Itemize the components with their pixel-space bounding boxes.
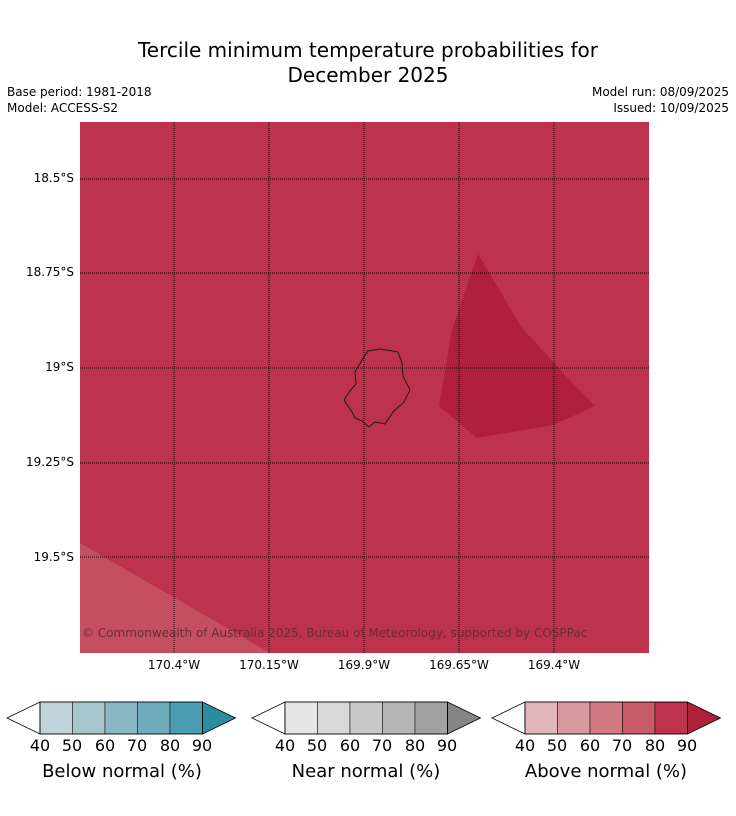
colorbar-segment [349, 701, 383, 735]
tick-label: 40 [514, 736, 536, 755]
tick-label: 80 [404, 736, 426, 755]
map-panel [80, 122, 649, 653]
lat-label: 18.75°S [26, 265, 74, 279]
colorbar-above-title: Above normal (%) [524, 761, 688, 782]
colorbar-segment [654, 701, 688, 735]
colorbar-segment [317, 701, 351, 735]
colorbar-near-title: Near normal (%) [291, 761, 441, 782]
colorbar-segment [524, 701, 558, 735]
tick-label: 50 [546, 736, 568, 755]
lon-label: 169.65°W [429, 658, 489, 672]
lon-label: 170.4°W [147, 658, 201, 672]
colorbar-low-extension [251, 701, 286, 735]
colorbar-segment [382, 701, 416, 735]
colorbar-frame [39, 701, 203, 735]
tick-label: 90 [676, 736, 698, 755]
colorbar-segment [414, 701, 448, 735]
colorbar-segment [284, 701, 318, 735]
colorbar-frame [524, 701, 688, 735]
colorbar-high-extension [202, 701, 237, 735]
colorbar-near [251, 701, 482, 735]
tick-label: 40 [274, 736, 296, 755]
tick-label: 70 [126, 736, 148, 755]
island-outline [343, 348, 411, 428]
graticule [80, 122, 649, 653]
colorbar-segment [622, 701, 656, 735]
colorbar-low-extension [6, 701, 41, 735]
model-text: Model: ACCESS-S2 [7, 101, 119, 115]
tick-label: 80 [159, 736, 181, 755]
colorbar-segment [169, 701, 203, 735]
colorbar-below-title: Below normal (%) [42, 761, 202, 782]
lat-label: 19°S [45, 360, 74, 374]
colorbar-segment [589, 701, 623, 735]
colorbar-segment [557, 701, 591, 735]
issued-text: Issued: 10/09/2025 [613, 101, 729, 115]
tick-label: 60 [339, 736, 361, 755]
tick-label: 90 [191, 736, 213, 755]
title-line-2: December 2025 [287, 63, 449, 87]
colorbar-segment [39, 701, 73, 735]
lon-label: 169.4°W [527, 658, 581, 672]
lat-label: 19.25°S [26, 455, 74, 469]
tick-label: 70 [611, 736, 633, 755]
lon-label: 169.9°W [337, 658, 391, 672]
tick-label: 80 [644, 736, 666, 755]
colorbar-frame [284, 701, 448, 735]
colorbar-segment [104, 701, 138, 735]
map-region-above-70 [80, 543, 270, 653]
colorbar-segment [72, 701, 106, 735]
meta-right: Model run: 08/09/2025 Issued: 10/09/2025 [592, 84, 729, 116]
tick-label: 90 [436, 736, 458, 755]
tick-label: 70 [371, 736, 393, 755]
lat-label: 19.5°S [33, 550, 74, 564]
colorbar-high-extension [687, 701, 722, 735]
colorbar-below [6, 701, 237, 735]
colorbar-low-extension [491, 701, 526, 735]
tick-label: 50 [306, 736, 328, 755]
page-title: Tercile minimum temperature probabilitie… [0, 38, 736, 88]
tick-label: 40 [29, 736, 51, 755]
lon-label: 170.15°W [239, 658, 299, 672]
lat-label: 18.5°S [33, 171, 74, 185]
tick-label: 60 [94, 736, 116, 755]
model-run-text: Model run: 08/09/2025 [591, 85, 729, 99]
map-region-above-90 [439, 254, 595, 438]
tick-label: 50 [61, 736, 83, 755]
colorbar-high-extension [447, 701, 482, 735]
copyright-text: © Commonwealth of Australia 2025, Bureau… [82, 626, 588, 640]
colorbar-above [491, 701, 722, 735]
meta-left: Base period: 1981-2018 Model: ACCESS-S2 [7, 84, 152, 116]
title-line-1: Tercile minimum temperature probabilitie… [137, 38, 599, 62]
colorbar-segment [137, 701, 171, 735]
base-period-text: Base period: 1981-2018 [7, 85, 152, 99]
tick-label: 60 [579, 736, 601, 755]
